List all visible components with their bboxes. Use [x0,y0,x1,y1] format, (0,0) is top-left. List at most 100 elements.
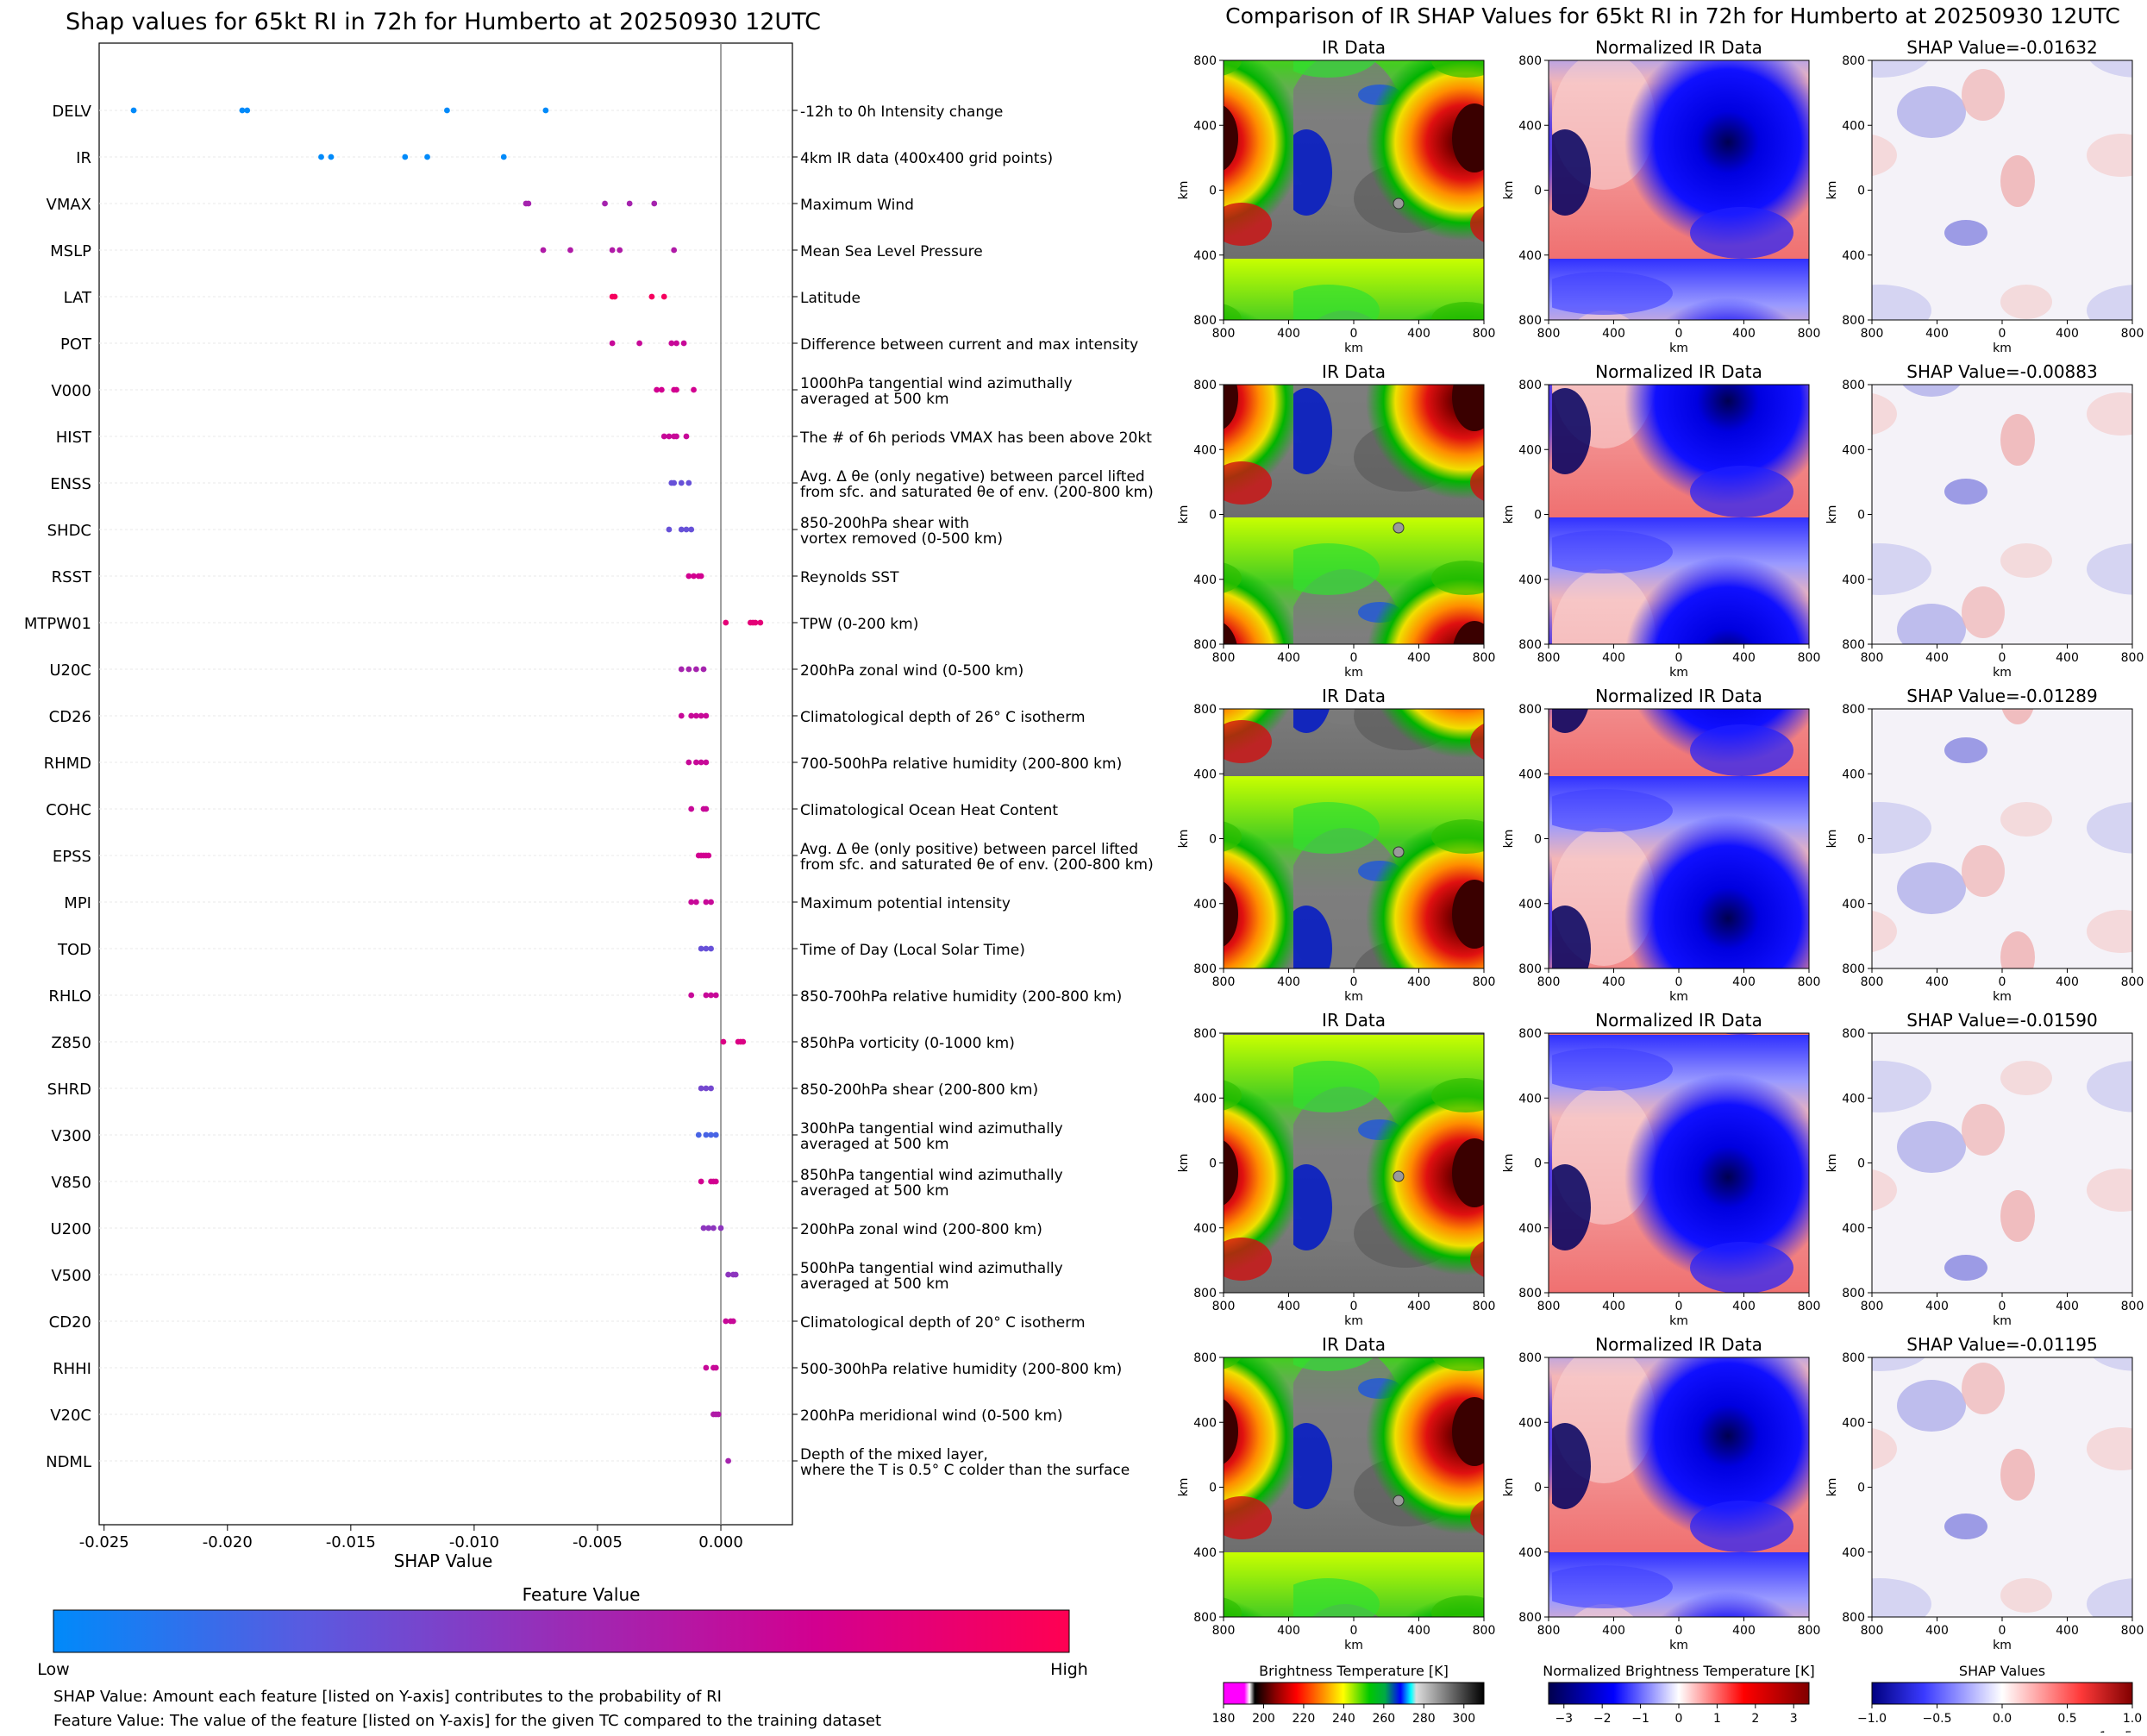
panel-image [1224,1357,1484,1617]
panel-x-tick-label: 800 [1861,327,1884,341]
shap-point [648,293,655,300]
feature-label: MSLP [50,242,91,260]
panel-x-tick-label: 400 [1407,1624,1430,1638]
panel-y-tick-label: 0 [1857,833,1865,847]
shap-point [708,1085,714,1092]
panel-image [1549,1357,1809,1617]
panel-y-tick-label: 800 [1193,1611,1217,1625]
shap-point [703,1131,710,1138]
shap-point [567,247,573,254]
shap-point [671,479,678,486]
panel-x-tick-label: 0 [1350,651,1358,665]
shap-point [691,573,697,580]
x-axis-ticks: -0.025 -0.020 -0.015 -0.010 -0.005 0.000 [79,1525,743,1551]
panel-y-tick-label: 800 [1518,703,1542,717]
feature-description: 300hPa tangential wind azimuthally [800,1120,1063,1137]
panel-x-tick-label: 800 [1798,1300,1821,1313]
panel-x-tick-label: 800 [1537,327,1561,341]
panel-y-label: km [1502,830,1516,849]
colorbar-title: Brightness Temperature [K] [1259,1663,1449,1679]
panel-title: IR Data [1322,37,1386,58]
panel-y-tick-label: 800 [1518,54,1542,68]
feature-description: Latitude [800,290,861,307]
shap-point [678,666,685,673]
feature-description: averaged at 500 km [800,1275,949,1293]
shap-point [703,1364,710,1371]
panel-y-label: km [1825,181,1839,200]
shap-point [729,1318,736,1325]
left-chart-title: Shap values for 65kt RI in 72h for Humbe… [66,9,821,35]
panel-y-tick-label: 800 [1518,1027,1542,1041]
shap-point [130,107,137,114]
panel-x-tick-label: 800 [1861,1300,1884,1313]
feature-description: where the T is 0.5° C colder than the su… [800,1462,1130,1479]
panel-x-tick-label: 800 [2121,1624,2144,1638]
heatmap-panel: Normalized IR Data8008004004000040040080… [1502,1334,1820,1652]
panel-title: SHAP Value=-0.00883 [1906,361,2097,382]
feature-description: 500-300hPa relative humidity (200-800 km… [800,1361,1122,1378]
shap-point [660,433,667,440]
feature-description: 850hPa vorticity (0-1000 km) [800,1035,1015,1052]
colorbar-tick-label: −1 [1631,1712,1649,1726]
panel-y-tick-label: 0 [1209,833,1217,847]
panel-x-tick-label: 0 [1350,1624,1358,1638]
panel-x-tick-label: 400 [1925,1300,1949,1313]
panel-y-tick-label: 400 [1518,1416,1542,1430]
shap-point [708,1131,714,1138]
panel-x-tick-label: 0 [1350,1300,1358,1313]
panel-y-tick-label: 400 [1842,768,1865,781]
shap-point [328,154,335,160]
panel-y-tick-label: 800 [1193,314,1217,328]
panel-x-tick-label: 800 [1798,975,1821,989]
colorbar-tick-label: 3 [1790,1712,1798,1726]
feature-label: V300 [51,1127,91,1145]
shap-point [666,433,673,440]
panel-title: Normalized IR Data [1595,1010,1762,1031]
shap-point [700,1225,707,1231]
panel-x-tick-label: 400 [1602,1624,1625,1638]
feature-label: U200 [50,1220,91,1238]
heatmap-panel: SHAP Value=-0.01632800800400400004004008… [1825,37,2144,355]
panel-x-tick-label: 400 [1732,1300,1756,1313]
panel-y-tick-label: 400 [1518,249,1542,263]
panel-x-tick-label: 400 [1277,1624,1300,1638]
storm-eye [1393,846,1405,858]
panel-x-tick-label: 800 [1212,327,1236,341]
colorbar-tick-label: −2 [1593,1712,1612,1726]
shap-point [654,386,660,393]
x-tick-label: -0.010 [449,1533,499,1551]
shap-points [130,107,764,1464]
shap-point [703,945,710,952]
heatmap-panel: SHAP Value=-0.01195800800400400004004008… [1825,1334,2144,1652]
feature-description: Time of Day (Local Solar Time) [799,942,1025,959]
panel-x-tick-label: 800 [1861,1624,1884,1638]
shap-point [688,992,695,999]
panel-y-tick-label: 800 [1193,1027,1217,1041]
panel-y-label: km [1177,1154,1191,1173]
panel-image [1549,1033,1809,1293]
feature-label: SHDC [47,522,91,540]
panel-x-tick-label: 800 [1473,975,1496,989]
shap-point [691,386,697,393]
panel-x-label: km [1993,1314,2012,1328]
x-tick-label: -0.020 [203,1533,253,1551]
shap-beeswarm-chart: Shap values for 65kt RI in 72h for Humbe… [24,9,1154,1730]
storm-eye [1393,522,1405,534]
shap-point [693,759,699,766]
heatmap-panel: Normalized IR Data8008004004000040040080… [1502,1010,1820,1328]
panel-title: SHAP Value=-0.01632 [1906,37,2097,58]
panel-title: SHAP Value=-0.01289 [1906,686,2097,706]
shap-point [723,619,729,626]
panel-y-tick-label: 800 [1842,54,1865,68]
shap-point [712,1364,719,1371]
panel-x-tick-label: 400 [1407,1300,1430,1313]
feature-colorbar-title: Feature Value [523,1584,641,1605]
panel-x-tick-label: 0 [1675,327,1683,341]
feature-description: averaged at 500 km [800,391,949,408]
panel-title: SHAP Value=-0.01590 [1906,1010,2097,1031]
row-grid-lines [99,110,792,1462]
panel-x-tick-label: 800 [1798,327,1821,341]
feature-label: SHRD [47,1081,91,1099]
